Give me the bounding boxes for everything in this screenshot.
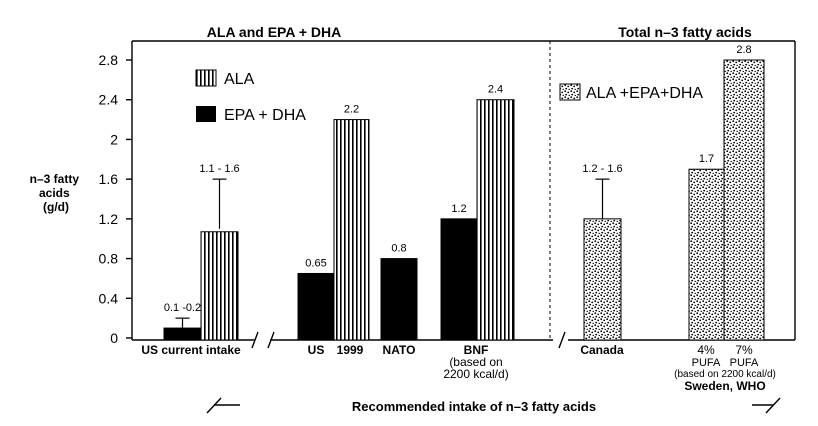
bar-nato-epa xyxy=(380,258,418,341)
y-tick-label-1: 0.4 xyxy=(99,290,119,306)
bar-canada-total xyxy=(583,218,622,341)
category-label-bnf: BNF xyxy=(464,343,489,357)
legend-label-ala: ALA xyxy=(224,71,255,88)
y-ticks: 0 0.4 0.8 1.2 1.6 2 2.4 2.8 xyxy=(99,52,132,346)
y-axis-label: n–3 fatty acids (g/d) xyxy=(30,172,83,214)
axis-break-1 xyxy=(251,331,259,349)
bar-us-ala xyxy=(200,231,239,341)
bar-sweden4-total xyxy=(688,168,725,341)
value-label-canada-total: 1.2 - 1.6 xyxy=(582,163,622,175)
category-label-4pct: 4% xyxy=(697,343,715,357)
value-label-sweden4-total: 1.7 xyxy=(699,153,714,165)
legend-label-total: ALA +EPA+DHA xyxy=(586,85,703,102)
bar-who7-total xyxy=(723,59,765,341)
category-label-pufa-4: PUFA xyxy=(692,357,721,369)
legend-swatch-total xyxy=(559,83,581,101)
x-axis-title: Recommended intake of n–3 fatty acids xyxy=(352,399,596,414)
value-label-who7-total: 2.8 xyxy=(736,44,751,56)
axis-break-3 xyxy=(558,331,566,349)
category-label-nato: NATO xyxy=(383,343,416,357)
bars: 0.1 -0.2 1.1 - 1.6 0.65 2.2 0.8 1.2 2.4 1.2 - 1… xyxy=(163,44,765,341)
y-tick-label-2: 0.8 xyxy=(99,251,119,267)
bottom-break-right-stroke xyxy=(765,397,781,414)
bar-us1999-ala xyxy=(333,119,370,341)
y-tick-label-6: 2.4 xyxy=(99,92,119,108)
category-label-bnf-note2: 2200 kcal/d) xyxy=(443,367,508,381)
value-label-us-ala: 1.1 - 1.6 xyxy=(199,163,239,175)
y-axis-label-line2: acids xyxy=(39,186,70,200)
y-tick-label-0: 0 xyxy=(110,330,118,346)
panel-title-left: ALA and EPA + DHA xyxy=(207,24,341,40)
axis-break-2 xyxy=(267,331,275,349)
y-axis-label-line3: (g/d) xyxy=(43,200,69,214)
y-tick-label-7: 2.8 xyxy=(99,52,119,68)
bar-bnf-ala xyxy=(476,99,515,341)
y-tick-label-3: 1.2 xyxy=(99,211,119,227)
value-label-bnf-ala: 2.4 xyxy=(488,84,503,96)
category-label-us: US xyxy=(308,343,325,357)
y-tick-label-5: 2 xyxy=(110,131,118,147)
value-label-nato-epa: 0.8 xyxy=(391,243,406,255)
y-tick-label-4: 1.6 xyxy=(99,171,119,187)
value-label-bnf-epa: 1.2 xyxy=(451,203,466,215)
y-axis-label-line1: n–3 fatty xyxy=(30,172,80,186)
category-label-canada: Canada xyxy=(580,343,624,357)
category-label-pufa-7: PUFA xyxy=(730,357,759,369)
bar-us1999-epa xyxy=(297,272,335,341)
category-label-7pct: 7% xyxy=(735,343,753,357)
bar-us-epa xyxy=(163,327,202,341)
value-label-us-epa: 0.1 -0.2 xyxy=(164,302,201,314)
category-label-us-current: US current intake xyxy=(141,343,241,357)
category-label-sweden-note: (based on 2200 kcal/d) xyxy=(674,369,776,380)
category-label-1999: 1999 xyxy=(337,343,364,357)
category-label-bnf-note1: (based on xyxy=(449,355,502,369)
panel-title-right: Total n–3 fatty acids xyxy=(618,24,752,40)
value-label-us1999-ala: 2.2 xyxy=(344,104,359,116)
legend-swatch-epa-dha xyxy=(196,106,216,122)
value-label-us1999-epa: 0.65 xyxy=(305,257,326,269)
bar-bnf-epa xyxy=(440,218,478,341)
category-label-sweden-who: Sweden, WHO xyxy=(684,379,765,393)
legend-swatch-ala xyxy=(195,69,217,87)
legend-label-epa-dha: EPA + DHA xyxy=(224,107,306,124)
